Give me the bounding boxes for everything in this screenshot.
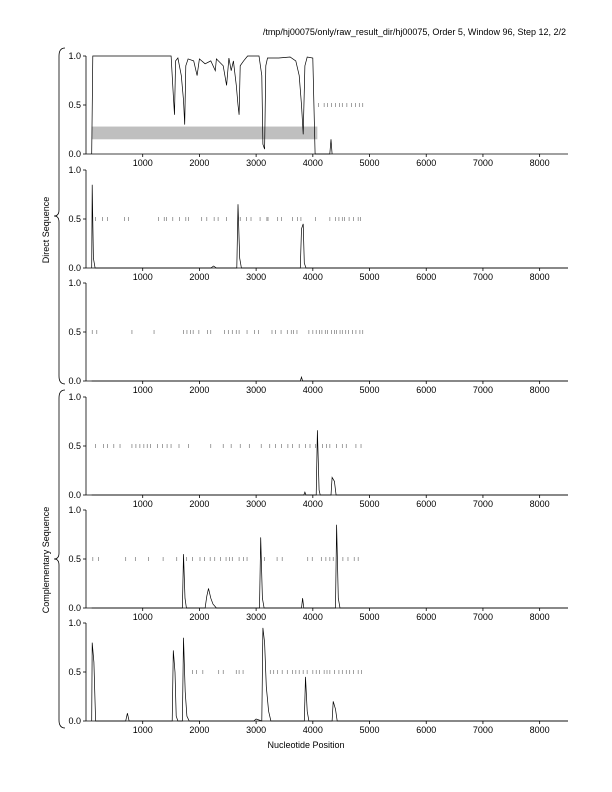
y-tick-label: 1.0 — [68, 278, 81, 288]
y-tick-label: 0.0 — [68, 716, 81, 726]
x-tick-label: 3000 — [246, 499, 266, 509]
highlight-band — [91, 126, 318, 140]
y-tick-label: 0.5 — [68, 667, 81, 677]
x-tick-label: 2000 — [189, 272, 209, 282]
x-tick-label: 2000 — [189, 158, 209, 168]
x-tick-label: 7000 — [473, 158, 493, 168]
x-tick-label: 2000 — [189, 499, 209, 509]
y-tick-label: 1.0 — [68, 165, 81, 175]
x-tick-label: 5000 — [360, 612, 380, 622]
x-tick-label: 2000 — [189, 385, 209, 395]
y-tick-label: 1.0 — [68, 618, 81, 628]
probability-line — [91, 55, 333, 155]
panel-direct-frame-2: 0.0 0.5 1.0 1000 2000 3000 4000 5000 6000 7000 800… — [68, 165, 568, 282]
x-tick-label: 6000 — [416, 158, 436, 168]
probability-line — [91, 627, 568, 722]
y-tick-label: 0.0 — [68, 263, 81, 273]
x-tick-label: 4000 — [303, 499, 323, 509]
x-tick-label: 7000 — [473, 272, 493, 282]
y-tick-label: 0.5 — [68, 100, 81, 110]
x-tick-label: 8000 — [530, 385, 550, 395]
x-tick-label: 5000 — [360, 158, 380, 168]
x-tick-label: 6000 — [416, 725, 436, 735]
x-tick-label: 4000 — [303, 272, 323, 282]
x-tick-label: 8000 — [530, 272, 550, 282]
x-tick-label: 8000 — [530, 499, 550, 509]
panel-complementary-frame-2: 0.0 0.5 1.0 1000 2000 3000 4000 5000 6000 7000 800… — [68, 505, 568, 622]
x-tick-label: 3000 — [246, 272, 266, 282]
x-tick-label: 8000 — [530, 158, 550, 168]
x-tick-label: 7000 — [473, 725, 493, 735]
x-tick-label: 1000 — [133, 725, 153, 735]
y-tick-label: 1.0 — [68, 505, 81, 515]
x-tick-label: 5000 — [360, 725, 380, 735]
x-tick-label: 4000 — [303, 385, 323, 395]
x-tick-label: 5000 — [360, 272, 380, 282]
direct-sequence-brace — [53, 47, 66, 385]
x-tick-label: 1000 — [133, 272, 153, 282]
probability-line — [91, 375, 568, 382]
group-braces — [53, 47, 66, 729]
y-tick-label: 0.0 — [68, 603, 81, 613]
panel-complementary-frame-1: 0.0 0.5 1.0 1000 2000 3000 4000 5000 6000 7000 800… — [68, 392, 568, 509]
panel-complementary-frame-3: 0.0 0.5 1.0 1000 2000 3000 4000 5000 6000 7000 800… — [68, 618, 568, 735]
x-tick-label: 8000 — [530, 612, 550, 622]
x-tick-label: 7000 — [473, 385, 493, 395]
y-tick-label: 1.0 — [68, 392, 81, 402]
x-tick-label: 6000 — [416, 612, 436, 622]
y-tick-label: 0.5 — [68, 554, 81, 564]
x-tick-label: 6000 — [416, 385, 436, 395]
complementary-sequence-brace — [53, 389, 66, 729]
x-tick-label: 1000 — [133, 158, 153, 168]
x-tick-label: 4000 — [303, 725, 323, 735]
probability-line — [91, 184, 568, 269]
x-tick-label: 5000 — [360, 499, 380, 509]
y-tick-label: 0.0 — [68, 490, 81, 500]
panel-direct-frame-1: 0.0 0.5 1.0 1000 2000 3000 4000 5000 6000 7000 800… — [68, 51, 568, 168]
y-tick-label: 1.0 — [68, 51, 81, 61]
x-tick-label: 3000 — [246, 612, 266, 622]
y-tick-label: 0.5 — [68, 441, 81, 451]
x-tick-label: 6000 — [416, 499, 436, 509]
x-tick-label: 4000 — [303, 158, 323, 168]
x-tick-label: 6000 — [416, 272, 436, 282]
y-tick-label: 0.0 — [68, 376, 81, 386]
panel-direct-frame-3: 0.0 0.5 1.0 1000 2000 3000 4000 5000 6000 7000 800… — [68, 278, 568, 395]
y-tick-label: 0.5 — [68, 214, 81, 224]
probability-line — [91, 430, 568, 496]
panels: 0.0 0.5 1.0 1000 2000 3000 4000 5000 6000 7000 800… — [68, 51, 568, 735]
y-tick-label: 0.0 — [68, 149, 81, 159]
x-tick-label: 1000 — [133, 385, 153, 395]
x-tick-label: 1000 — [133, 499, 153, 509]
x-tick-label: 4000 — [303, 612, 323, 622]
x-tick-label: 1000 — [133, 612, 153, 622]
x-tick-label: 3000 — [246, 725, 266, 735]
x-tick-label: 2000 — [189, 612, 209, 622]
x-tick-label: 7000 — [473, 612, 493, 622]
probability-line — [91, 524, 568, 609]
x-tick-label: 3000 — [246, 385, 266, 395]
x-tick-label: 3000 — [246, 158, 266, 168]
x-axis-label: Nucleotide Position — [267, 740, 345, 750]
chart-title: /tmp/hj00075/only/raw_result_dir/hj00075… — [262, 27, 566, 37]
x-tick-label: 2000 — [189, 725, 209, 735]
x-tick-label: 5000 — [360, 385, 380, 395]
x-tick-label: 8000 — [530, 725, 550, 735]
x-tick-label: 7000 — [473, 499, 493, 509]
y-tick-label: 0.5 — [68, 327, 81, 337]
